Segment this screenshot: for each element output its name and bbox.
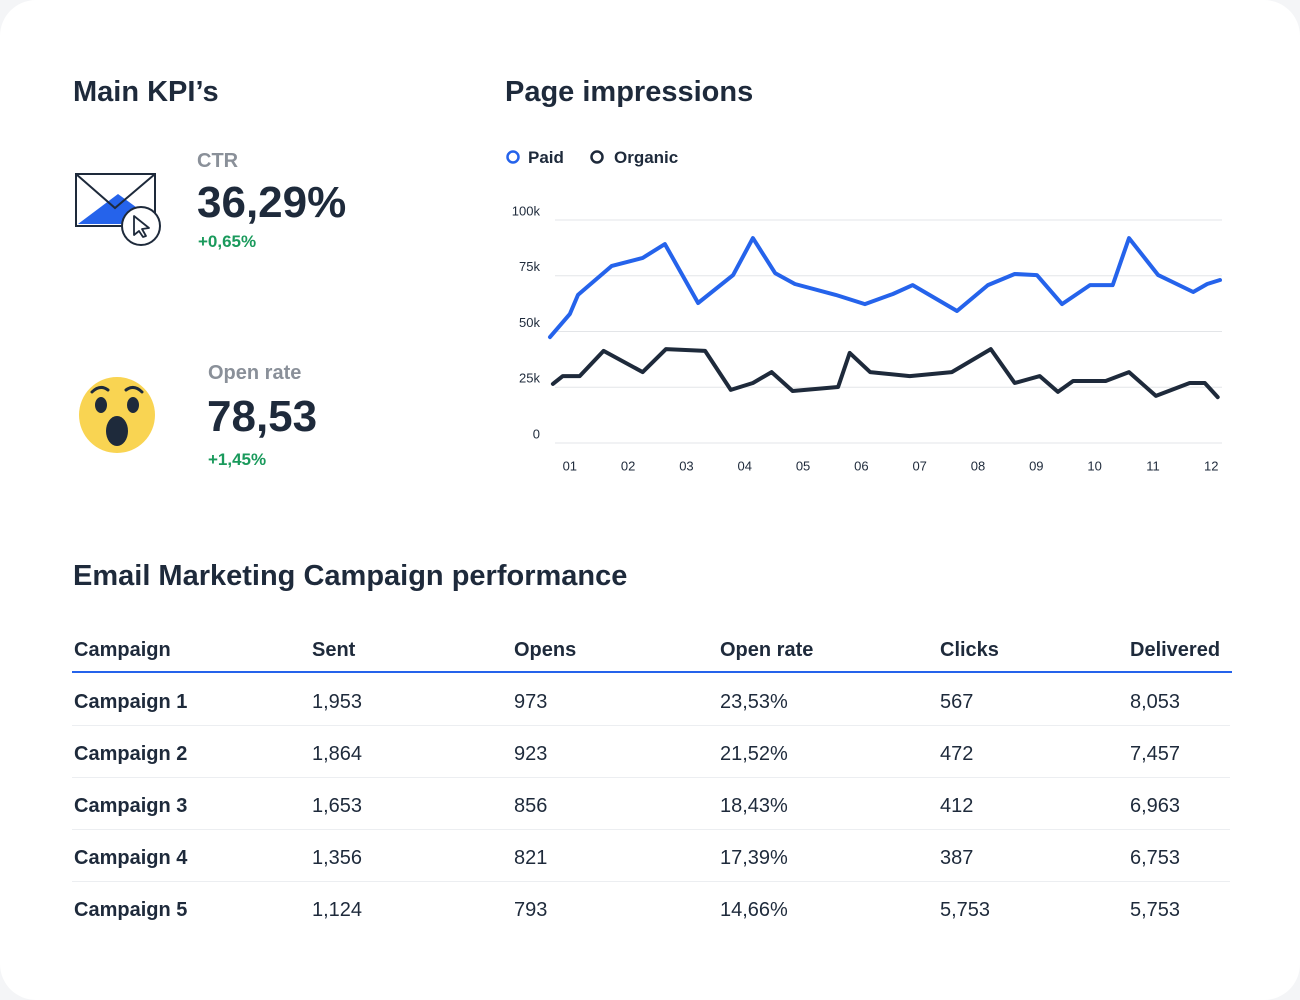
y-tick-label: 75k — [519, 259, 540, 274]
header-rule — [72, 671, 1232, 673]
y-tick-label: 0 — [533, 426, 540, 441]
legend-label: Organic — [614, 148, 679, 167]
kpi-value: 78,53 — [207, 392, 318, 441]
series-line — [550, 347, 1220, 400]
x-tick-label: 04 — [738, 458, 752, 473]
table-cell: 5,753 — [940, 899, 991, 921]
table-cell: Campaign 2 — [74, 743, 188, 765]
table-cell: 412 — [940, 795, 974, 817]
kpi-change: +1,45% — [208, 450, 267, 469]
table-cell: Campaign 5 — [74, 899, 188, 921]
table-cell: 21,52% — [720, 743, 788, 765]
legend-marker — [506, 150, 520, 164]
table-cell: 17,39% — [720, 847, 788, 869]
table-cell: 1,124 — [312, 899, 363, 921]
table-cell: 567 — [940, 691, 974, 713]
table-cell: 14,66% — [720, 899, 788, 921]
table-cell: 7,457 — [1130, 743, 1181, 765]
kpi-label: Open rate — [208, 362, 302, 384]
legend-marker — [590, 150, 604, 164]
table-cell: 856 — [514, 795, 548, 817]
x-tick-label: 05 — [796, 458, 810, 473]
emoji-icon — [79, 377, 155, 453]
x-tick-label: 03 — [679, 458, 693, 473]
table-cell: 1,953 — [312, 691, 363, 713]
column-header: Open rate — [720, 639, 814, 661]
table-cell: 6,753 — [1130, 847, 1181, 869]
kpi-label: CTR — [197, 150, 239, 172]
column-header: Delivered — [1130, 639, 1221, 661]
row-rule — [72, 777, 1230, 778]
table-cell: 1,653 — [312, 795, 363, 817]
table-cell: 1,356 — [312, 847, 363, 869]
table-cell: Campaign 4 — [74, 847, 188, 869]
x-tick-label: 07 — [912, 458, 926, 473]
table-cell: 973 — [514, 691, 548, 713]
table-cell: 23,53% — [720, 691, 788, 713]
table-cell: Campaign 3 — [74, 795, 188, 817]
x-tick-label: 01 — [563, 458, 577, 473]
x-tick-label: 10 — [1087, 458, 1101, 473]
column-header: Opens — [514, 639, 577, 661]
table-cell: 1,864 — [312, 743, 363, 765]
table-title: Email Marketing Campaign performance — [73, 560, 628, 592]
y-tick-label: 50k — [519, 315, 540, 330]
x-tick-label: 12 — [1204, 458, 1218, 473]
x-tick-label: 08 — [971, 458, 985, 473]
x-tick-label: 02 — [621, 458, 635, 473]
envelope-icon — [75, 173, 161, 246]
legend-label: Paid — [528, 148, 564, 167]
row-rule — [72, 725, 1230, 726]
x-tick-label: 09 — [1029, 458, 1043, 473]
column-header: Clicks — [940, 639, 999, 661]
table-cell: 387 — [940, 847, 974, 869]
chart-title: Page impressions — [505, 76, 754, 108]
table-cell: 821 — [514, 847, 548, 869]
table-cell: Campaign 1 — [74, 691, 188, 713]
row-rule — [72, 881, 1230, 882]
series-line — [548, 236, 1222, 340]
table-cell: 18,43% — [720, 795, 788, 817]
column-header: Campaign — [74, 639, 171, 661]
x-tick-label: 06 — [854, 458, 868, 473]
table-cell: 923 — [514, 743, 548, 765]
column-header: Sent — [312, 639, 356, 661]
table-cell: 5,753 — [1130, 899, 1181, 921]
kpi-value: 36,29% — [197, 178, 347, 227]
kpi-title: Main KPI’s — [73, 76, 219, 108]
y-tick-label: 100k — [512, 203, 541, 218]
table-cell: 472 — [940, 743, 974, 765]
table-cell: 6,963 — [1130, 795, 1181, 817]
table-cell: 793 — [514, 899, 548, 921]
kpi-change: +0,65% — [198, 232, 257, 251]
y-tick-label: 25k — [519, 371, 540, 386]
x-tick-label: 11 — [1146, 458, 1160, 473]
row-rule — [72, 829, 1230, 830]
table-cell: 8,053 — [1130, 691, 1181, 713]
